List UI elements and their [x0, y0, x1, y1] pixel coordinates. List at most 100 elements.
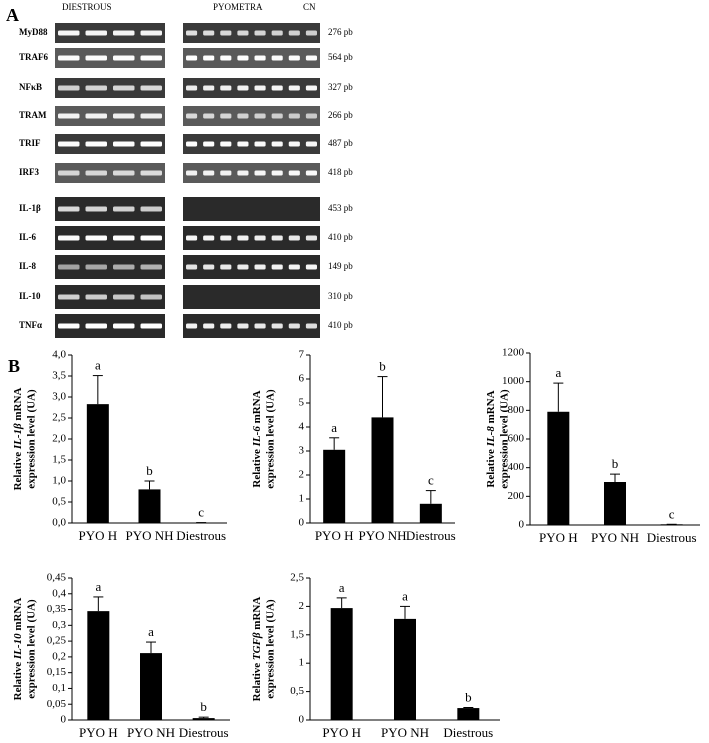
band	[203, 55, 215, 61]
band	[85, 30, 107, 36]
band	[85, 206, 107, 212]
x-tick-label: PYO H	[322, 725, 361, 740]
band	[113, 323, 135, 329]
significance-letter: c	[669, 506, 675, 521]
size-label: 327 pb	[328, 82, 353, 92]
y-label-gene: IL-1β	[12, 423, 24, 450]
size-label: 310 pb	[328, 291, 353, 301]
band	[305, 170, 317, 176]
band	[220, 264, 232, 270]
y-axis-label: Relative TGFβ mRNA	[251, 597, 263, 702]
y-tick-label: 3,0	[52, 391, 66, 403]
band	[305, 113, 317, 119]
band	[288, 55, 300, 61]
band	[271, 170, 283, 176]
y-axis-label: Relative IL-6 mRNA	[251, 390, 263, 487]
significance-letter: a	[95, 358, 101, 373]
panel-label: B	[8, 356, 20, 376]
band	[305, 30, 317, 36]
y-tick-label: 0,35	[47, 603, 67, 615]
bar	[419, 503, 442, 523]
gene-label: IL-10	[19, 291, 41, 301]
band	[220, 113, 232, 119]
band	[220, 30, 232, 36]
band	[140, 55, 162, 61]
significance-letter: b	[200, 699, 207, 714]
band	[305, 264, 317, 270]
y-tick-label: 2	[299, 469, 305, 481]
y-tick-label: 0,1	[52, 682, 66, 694]
y-tick-label: 1,5	[52, 454, 66, 466]
y-label-gene: IL-6	[251, 426, 263, 448]
band	[271, 85, 283, 91]
band	[254, 113, 266, 119]
band	[237, 323, 249, 329]
band	[288, 170, 300, 176]
band	[288, 264, 300, 270]
band	[271, 323, 283, 329]
band	[85, 294, 107, 300]
significance-letter: c	[198, 505, 204, 520]
band	[85, 85, 107, 91]
x-tick-label: PYO NH	[381, 725, 429, 740]
band	[58, 294, 80, 300]
bar	[138, 489, 161, 523]
band	[113, 294, 135, 300]
significance-letter: a	[95, 579, 101, 594]
band	[237, 264, 249, 270]
y-label-part: mRNA	[12, 598, 24, 634]
band	[237, 55, 249, 61]
band	[237, 85, 249, 91]
band	[220, 235, 232, 241]
y-tick-label: 1,5	[290, 628, 304, 640]
band	[85, 323, 107, 329]
y-tick-label: 0,3	[52, 619, 66, 631]
gel	[183, 163, 320, 183]
gel	[183, 134, 320, 154]
gel	[183, 48, 320, 68]
band	[254, 55, 266, 61]
significance-letter: a	[331, 420, 337, 435]
gel	[55, 78, 165, 98]
size-label: 418 pb	[328, 167, 353, 177]
gel	[183, 285, 320, 309]
y-tick-label: 2,0	[52, 433, 66, 445]
gel	[183, 197, 320, 221]
band	[220, 170, 232, 176]
x-tick-label: PYO NH	[591, 530, 639, 545]
band	[288, 235, 300, 241]
y-tick-label: 0,0	[52, 517, 66, 529]
gene-label: NFκB	[19, 82, 42, 92]
y-tick-label: 3	[299, 445, 305, 457]
gene-label: IL-8	[19, 261, 37, 271]
gene-label: IRF3	[19, 167, 39, 177]
bar	[457, 708, 480, 720]
band	[288, 323, 300, 329]
band	[203, 85, 215, 91]
band	[113, 141, 135, 147]
y-tick-label: 0,4	[52, 587, 66, 599]
band	[140, 85, 162, 91]
y-tick-label: 400	[508, 461, 525, 473]
bar	[87, 611, 110, 720]
y-tick-label: 2	[299, 600, 305, 612]
y-tick-label: 2,5	[290, 572, 304, 584]
significance-letter: c	[428, 473, 434, 488]
significance-letter: a	[148, 624, 154, 639]
band	[203, 30, 215, 36]
band	[140, 206, 162, 212]
y-tick-label: 5	[299, 397, 305, 409]
y-label-part: Relative	[12, 449, 24, 490]
gel	[183, 106, 320, 126]
bar	[371, 417, 394, 523]
band	[58, 113, 80, 119]
bar	[330, 608, 353, 720]
y-tick-label: 0	[299, 714, 305, 726]
y-label-part: Relative	[12, 659, 24, 700]
gel	[55, 106, 165, 126]
y-tick-label: 4	[299, 421, 305, 433]
gene-label: TRAF6	[19, 52, 48, 62]
x-tick-label: Diestrous	[647, 530, 697, 545]
band	[186, 141, 198, 147]
gene-label: IL-1β	[19, 203, 41, 213]
